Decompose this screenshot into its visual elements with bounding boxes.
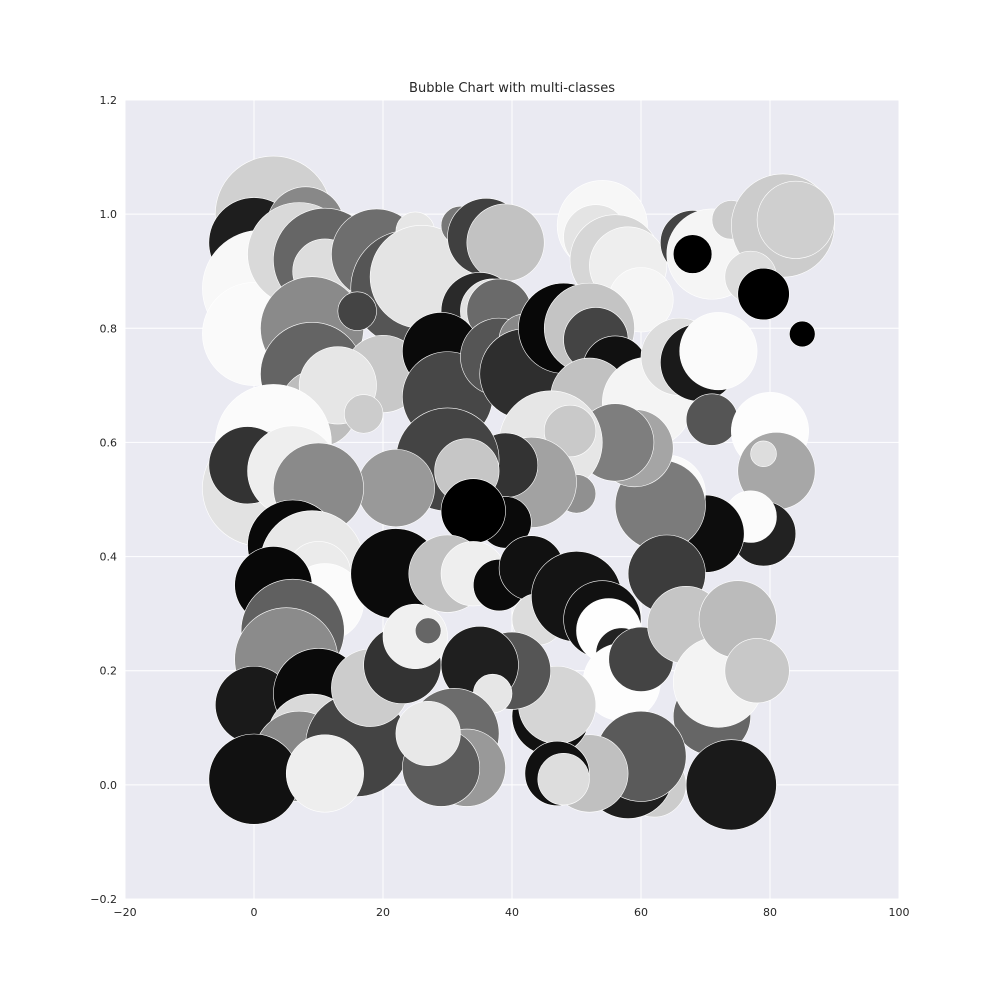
bubble-point — [208, 733, 300, 825]
tick-labels: −20 0 20 40 60 80 100 −0.2 0.0 0.2 0.4 0.6 0.8 1.0 1.2 — [90, 94, 909, 919]
bubble-point — [343, 394, 384, 434]
y-tick-label: 1.2 — [100, 94, 118, 107]
bubble-point — [356, 449, 435, 528]
y-tick-label: 0.4 — [100, 551, 118, 564]
bubble-point — [685, 393, 739, 446]
bubble-point — [685, 739, 777, 831]
x-tick-label: 40 — [505, 906, 519, 919]
bubble-point — [440, 478, 506, 544]
bubble-point — [537, 753, 590, 806]
y-tick-label: 1.0 — [100, 208, 118, 221]
bubble-point — [337, 291, 377, 331]
x-tick-label: 60 — [634, 906, 648, 919]
bubble-point — [737, 267, 790, 321]
y-tick-label: 0.8 — [100, 322, 118, 335]
x-tick-label: 100 — [889, 906, 910, 919]
y-tick-label: 0.6 — [100, 436, 118, 449]
x-tick-label: −20 — [113, 906, 136, 919]
bubble-point — [724, 638, 790, 704]
bubble-point — [395, 700, 461, 767]
bubble-point — [672, 234, 713, 274]
bubble-point — [414, 617, 442, 644]
y-tick-label: 0.2 — [100, 665, 118, 678]
x-tick-label: 0 — [251, 906, 258, 919]
bubble-point — [750, 440, 777, 468]
bubble-point — [285, 734, 364, 813]
y-tick-label: −0.2 — [90, 893, 117, 906]
x-tick-label: 20 — [376, 906, 390, 919]
bubble-point — [679, 312, 758, 391]
bubble-point — [466, 203, 545, 282]
bubble-point — [543, 404, 597, 458]
bubble-point — [789, 320, 816, 348]
y-tick-label: 0.0 — [100, 779, 118, 792]
bubble-layer — [202, 155, 835, 831]
x-tick-label: 80 — [763, 906, 777, 919]
chart-title: Bubble Chart with multi-classes — [409, 81, 615, 96]
bubble-point — [756, 180, 835, 259]
